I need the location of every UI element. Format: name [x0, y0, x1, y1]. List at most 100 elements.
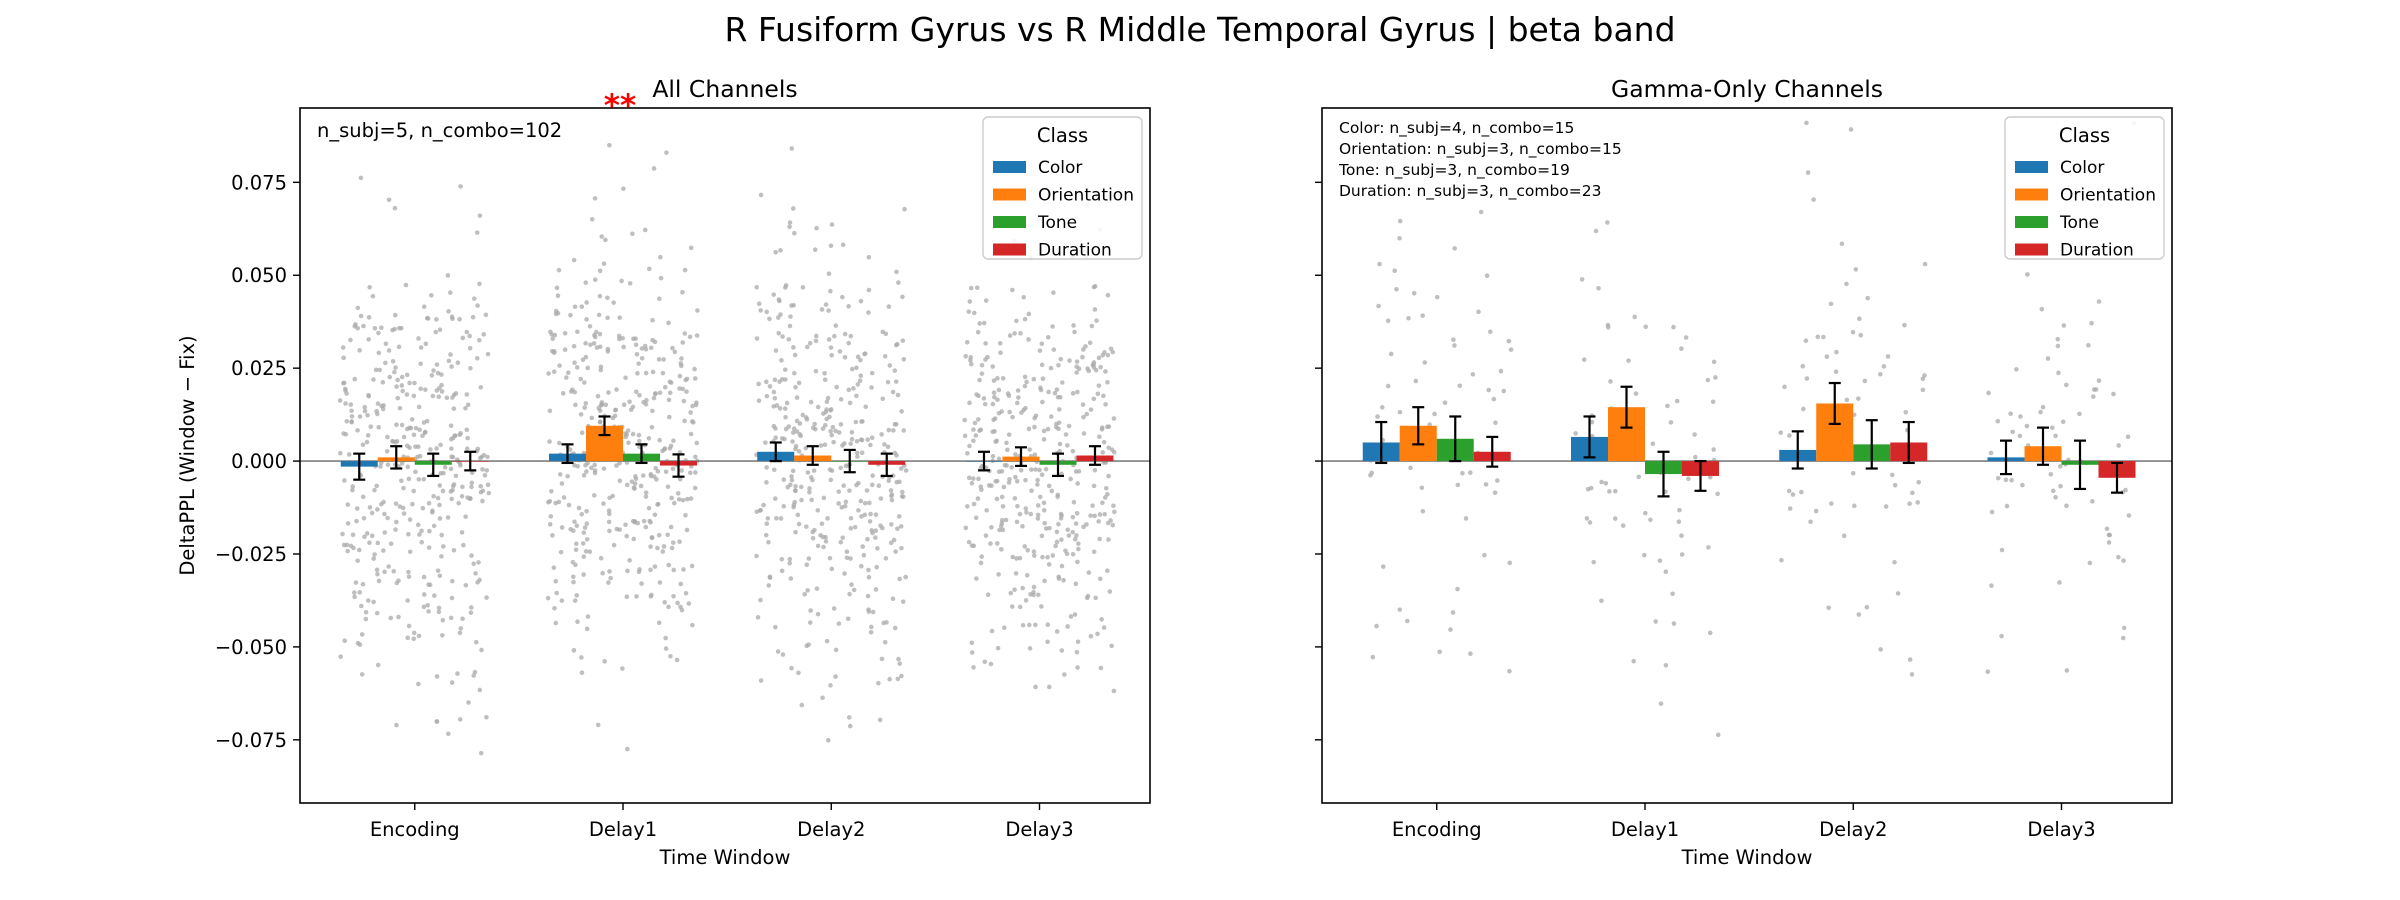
scatter-point	[396, 578, 401, 583]
scatter-point	[2055, 336, 2061, 342]
scatter-point	[1035, 477, 1040, 483]
scatter-point	[677, 373, 683, 379]
scatter-point	[478, 385, 484, 390]
scatter-point	[842, 331, 848, 337]
scatter-point	[682, 267, 688, 273]
scatter-point	[376, 424, 381, 430]
scatter-point	[471, 296, 477, 301]
scatter-point	[790, 430, 796, 435]
scatter-point	[1895, 591, 1901, 596]
scatter-point	[584, 626, 590, 632]
scatter-point	[1007, 333, 1013, 338]
scatter-point	[460, 335, 466, 341]
scatter-point	[899, 545, 904, 551]
scatter-point	[1889, 472, 1895, 478]
scatter-point	[861, 552, 867, 558]
scatter-point	[1892, 559, 1897, 565]
sample-size-annotation-line: Color: n_subj=4, n_combo=15	[1339, 119, 1574, 138]
scatter-point	[1098, 364, 1103, 370]
scatter-point	[418, 361, 423, 367]
scatter-point	[416, 681, 421, 687]
scatter-point	[1411, 291, 1417, 296]
scatter-point	[962, 417, 968, 423]
scatter-point	[865, 536, 870, 542]
scatter-point	[375, 401, 381, 406]
scatter-point	[554, 285, 560, 291]
scatter-point	[464, 427, 470, 433]
scatter-point	[870, 609, 876, 615]
scatter-point	[1009, 604, 1015, 609]
scatter-point	[388, 541, 394, 547]
scatter-point	[572, 519, 577, 524]
scatter-point	[893, 342, 899, 348]
panel-title: All Channels	[652, 75, 797, 103]
scatter-point	[1631, 658, 1636, 664]
scatter-point	[1853, 267, 1859, 272]
scatter-point	[854, 365, 859, 371]
scatter-point	[2061, 323, 2067, 328]
scatter-point	[1043, 526, 1049, 531]
scatter-point	[829, 353, 834, 358]
scatter-point	[1037, 348, 1043, 353]
scatter-point	[587, 324, 593, 329]
scatter-point	[791, 504, 796, 510]
scatter-point	[2053, 495, 2058, 500]
legend-swatch-tone	[2015, 216, 2048, 228]
scatter-point	[787, 224, 792, 230]
scatter-point	[630, 518, 636, 524]
scatter-point	[885, 379, 891, 385]
scatter-point	[1799, 489, 1804, 495]
scatter-point	[484, 714, 489, 720]
scatter-point	[793, 529, 798, 535]
x-axis-label: Time Window	[659, 846, 791, 869]
scatter-point	[1092, 307, 1098, 312]
scatter-point	[888, 488, 894, 493]
scatter-point	[1674, 398, 1680, 404]
scatter-point	[421, 574, 427, 580]
scatter-point	[1074, 510, 1080, 516]
scatter-point	[823, 302, 829, 307]
scatter-point	[1999, 633, 2004, 639]
scatter-point	[899, 409, 904, 414]
x-tick-label-encoding: Encoding	[370, 818, 460, 841]
scatter-point	[416, 633, 422, 639]
scatter-point	[1668, 420, 1674, 425]
scatter-point	[460, 616, 465, 622]
scatter-point	[1057, 441, 1063, 447]
scatter-point	[1103, 369, 1108, 374]
scatter-point	[687, 470, 693, 476]
scatter-point	[394, 384, 399, 389]
scatter-point	[421, 592, 427, 597]
scatter-point	[627, 558, 632, 563]
scatter-point	[807, 340, 813, 346]
scatter-point	[624, 533, 629, 539]
scatter-point	[483, 312, 489, 318]
scatter-point	[983, 341, 988, 346]
scatter-point	[1000, 504, 1006, 509]
scatter-point	[692, 366, 697, 372]
scatter-point	[822, 442, 828, 448]
scatter-point	[825, 395, 831, 401]
scatter-point	[1066, 423, 1072, 429]
scatter-point	[771, 467, 777, 473]
scatter-point	[565, 370, 571, 376]
scatter-point	[1995, 418, 2001, 424]
scatter-point	[968, 355, 974, 360]
scatter-point	[674, 657, 680, 663]
scatter-point	[1851, 503, 1857, 509]
scatter-point	[409, 417, 415, 422]
scatter-point	[340, 531, 345, 537]
scatter-point	[1026, 311, 1032, 317]
scatter-point	[1063, 548, 1068, 554]
scatter-point	[602, 659, 607, 664]
scatter-point	[342, 638, 348, 644]
scatter-point	[345, 548, 350, 554]
scatter-point	[997, 527, 1002, 533]
scatter-point	[821, 495, 827, 501]
scatter-point	[657, 437, 662, 443]
scatter-point	[360, 494, 366, 500]
scatter-point	[472, 669, 478, 675]
scatter-point	[652, 339, 658, 345]
scatter-point	[781, 477, 787, 482]
scatter-point	[574, 365, 580, 370]
